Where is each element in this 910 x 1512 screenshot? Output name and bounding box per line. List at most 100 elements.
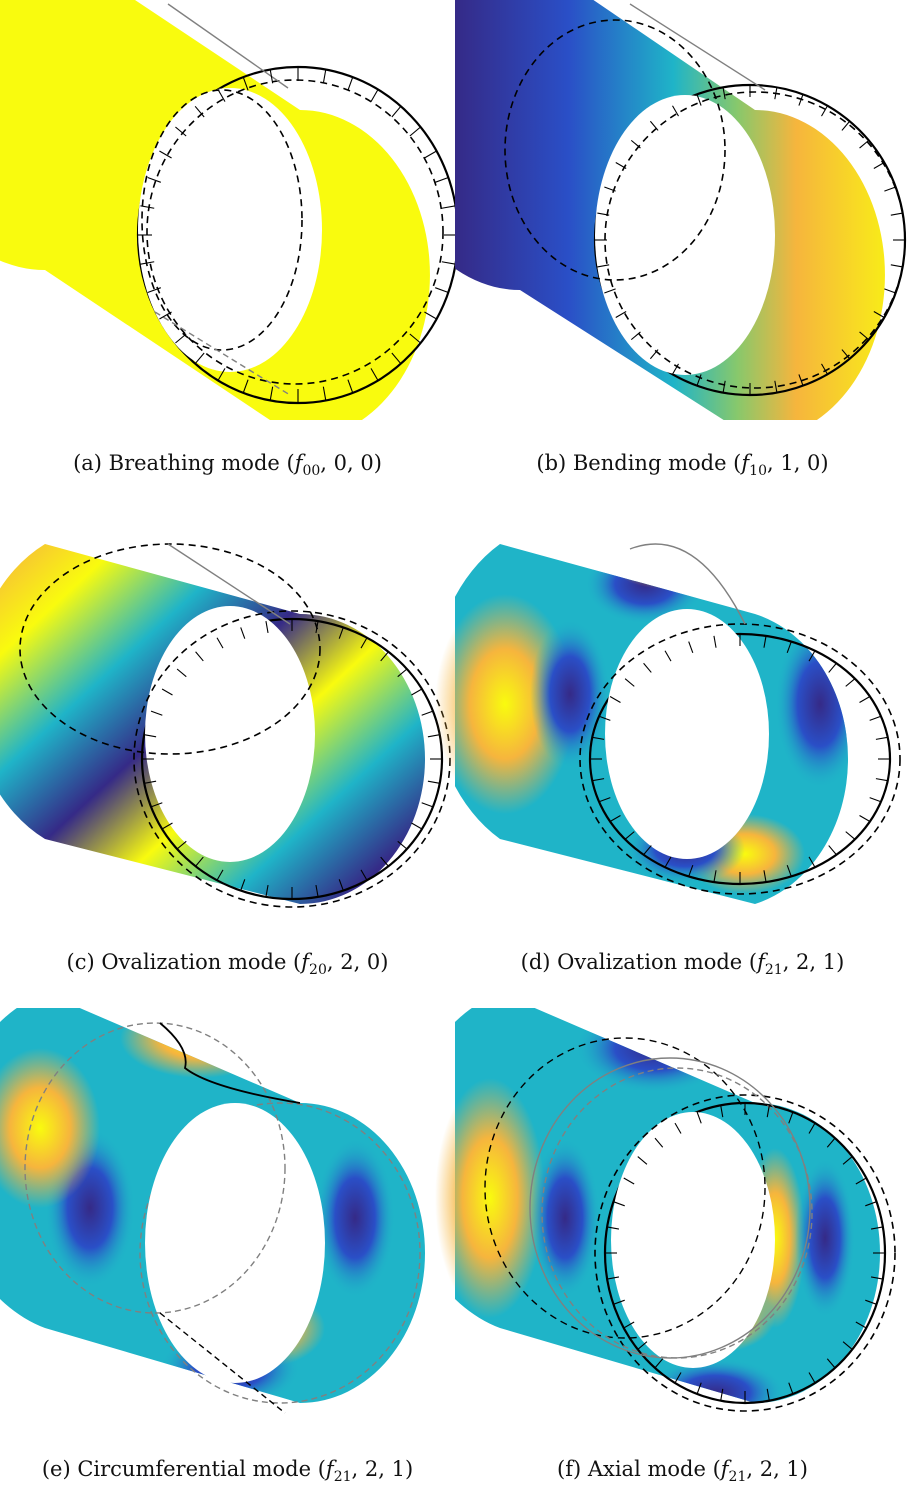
bore-opening [138,88,322,372]
rim-tick [194,105,205,118]
rim-tick [441,205,456,209]
rim-tick [826,1358,836,1369]
rim-tick [144,780,157,784]
rim-tick [828,845,837,856]
rim-tick [696,1111,702,1124]
rim-tick [664,856,672,868]
rim-tick [217,89,226,102]
rim-tick [808,856,816,868]
rim-tick [798,374,804,386]
rim-tick [598,715,611,721]
rim-tick [175,333,187,344]
rim-tick [607,1276,620,1280]
rim-tick [643,662,652,673]
rim-tick [240,627,246,639]
rim-tick [194,352,205,365]
rim-tick [216,869,224,881]
rim-tick [821,105,828,117]
rim-tick [150,802,163,808]
generator-line [629,3,766,91]
rim-tick [696,1382,702,1395]
generator-line-hidden [154,311,291,396]
rim-tick [147,177,161,183]
cylinder-breathing-mode [0,0,460,420]
caption-c: (c) Ovalization mode (f20, 2, 0) [66,950,389,978]
rim-tick [774,380,778,393]
cylinder-ovalization-mode-21 [435,543,901,904]
rim-tick [696,374,702,386]
rim-tick [598,797,611,803]
rim-tick [798,94,804,106]
generator-line [167,3,289,89]
panel-e: (e) Circumferential mode (f21, 2, 1) [0,998,455,1512]
rim-tick [269,386,274,401]
rim-tick [630,139,641,149]
rim-tick [624,831,635,840]
rim-tick [713,870,717,883]
rim-tick [140,205,155,209]
rim-tick [720,1388,724,1401]
rim-tick [147,287,161,293]
rim-tick [649,349,659,360]
rim-tick [161,822,173,830]
mid-ring-dashed [541,1067,813,1359]
generator-line [159,1022,301,1104]
rim-tick [175,126,187,137]
rim-tick [269,69,274,84]
rim-tick [607,1226,620,1230]
generator-line [629,543,746,625]
rim-tick [672,363,679,375]
rim-tick [788,1382,794,1395]
rim-tick [774,87,778,100]
rim-tick [786,641,792,654]
rim-tick [435,287,449,293]
rim-tick [643,845,652,856]
panel-a: (a) Breathing mode (f00, 0, 0) [0,0,460,504]
back-rim-dashed [141,89,303,351]
cylinder-ovalization-mode-20 [0,543,451,908]
rim-tick [873,162,885,169]
rim-tick [217,368,226,381]
rim-tick [322,69,327,84]
rim-tick [370,368,379,381]
rim-tick [859,815,871,822]
rim-tick [347,76,354,91]
rim-tick [869,715,882,721]
rim-tick [195,856,204,867]
rim-tick [865,1201,877,1207]
rim-tick [808,1122,816,1134]
rim-tick [411,688,423,696]
rim-tick [696,94,702,106]
bore-opening [611,1112,775,1368]
rim-tick [870,1226,883,1230]
bore-opening [145,606,315,862]
rim-tick [265,621,269,634]
rim-tick [649,120,659,131]
rim-tick [597,212,610,216]
deformed-rim-dashed [146,79,444,385]
rim-tick [380,856,389,867]
rim-tick [826,1137,836,1148]
rim-tick [242,76,249,91]
bore-opening [145,1103,325,1383]
rim-tick [338,879,344,891]
rim-tick [766,1388,770,1401]
rim-tick [150,710,163,716]
rim-tick [828,662,837,673]
rim-tick [315,621,319,634]
rim-tick [865,1299,877,1305]
rim-tick [855,1321,867,1329]
rim-tick [623,1321,635,1329]
rim-tick [845,831,856,840]
rim-tick [873,311,885,318]
deformed-rim-dashed [579,623,901,895]
rim-tick [884,186,896,192]
rim-tick [592,778,605,782]
rim-tick [609,815,621,822]
rim-tick [890,264,903,268]
rim-tick [821,363,828,375]
rim-tick [869,797,882,803]
back-rim-dashed [19,543,321,755]
rim-tick [424,311,437,320]
rim-tick [674,1122,682,1134]
